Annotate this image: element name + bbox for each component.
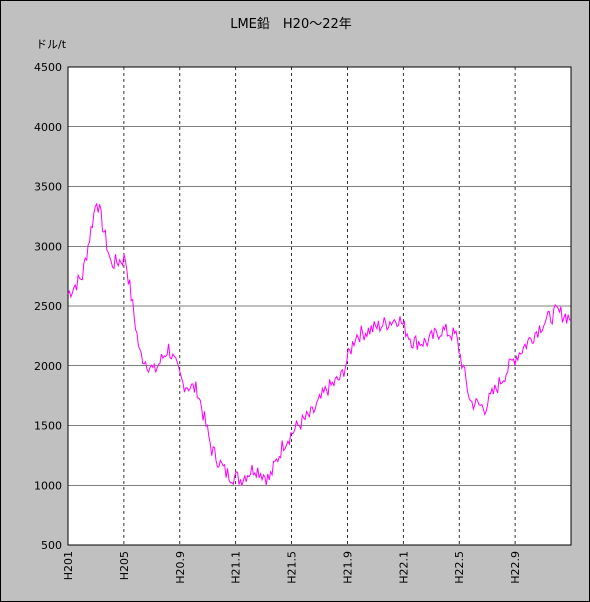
x-tick-label: H21.5 [286,551,299,584]
y-tick-label: 2500 [34,300,62,313]
y-tick-label: 2000 [34,360,62,373]
x-tick-label: H22.1 [397,551,410,584]
x-tick-labels: H201 H205 H20.9 H21.1 H21.5 H21.9 H22.1 H22.5 H2… [62,551,522,584]
grid-lines [68,67,571,545]
chart-title: LME鉛 H20～22年 [230,17,352,32]
y-tick-label: 500 [41,539,62,552]
x-tick-label: H20.9 [174,551,187,584]
y-tick-label: 4000 [34,121,62,134]
series-group [67,202,572,486]
y-tick-labels: 500 1000 1500 2000 2500 3000 3500 4000 4500 [34,61,62,552]
y-axis-unit-label: ドル/t [36,38,67,51]
series-line-0 [67,202,572,486]
x-tick-label: H201 [62,551,75,580]
x-tick-label: H22.9 [509,551,522,584]
y-tick-label: 1500 [34,420,62,433]
x-tick-label: H21.1 [230,551,243,584]
y-tick-label: 3000 [34,240,62,253]
y-tick-label: 4500 [34,61,62,74]
x-tick-label: H205 [118,551,131,580]
y-tick-label: 3500 [34,181,62,194]
x-tick-label: H21.9 [341,551,354,584]
y-tick-label: 1000 [34,479,62,492]
x-tick-label: H22.5 [453,551,466,584]
